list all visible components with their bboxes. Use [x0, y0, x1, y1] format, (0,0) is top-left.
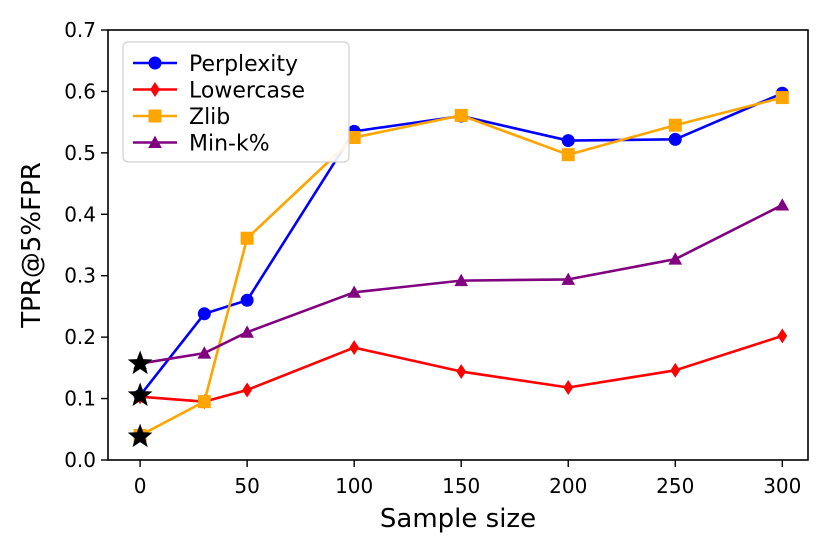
series-line-lowercase — [140, 334, 783, 403]
data-point-lowercase — [349, 340, 360, 356]
data-point-min-k — [347, 285, 362, 298]
legend-label: Perplexity — [189, 52, 298, 77]
y-tick-label: 0.4 — [64, 202, 96, 226]
legend-item-min-k: Min-k% — [133, 132, 270, 157]
data-point-lowercase — [563, 380, 574, 395]
series-min-k — [133, 198, 790, 370]
legend-marker — [150, 82, 160, 97]
x-tick-label: 150 — [442, 474, 480, 498]
x-tick-label: 100 — [335, 474, 373, 498]
data-point-perplexity — [197, 307, 211, 321]
y-tick-label: 0.3 — [64, 264, 96, 288]
data-point-zlib — [240, 231, 254, 245]
data-point-lowercase — [670, 362, 681, 378]
data-point-zlib — [197, 395, 211, 409]
legend-item-perplexity: Perplexity — [133, 52, 298, 77]
data-point-lowercase — [456, 364, 467, 380]
star-marker — [127, 350, 153, 375]
legend-marker — [148, 56, 162, 70]
star-marker — [127, 423, 153, 448]
y-tick-label: 0.1 — [64, 387, 96, 411]
legend-label: Lowercase — [189, 79, 305, 104]
legend-frame — [122, 41, 350, 163]
series-line-zlib — [139, 96, 783, 437]
data-point-zlib — [454, 108, 468, 122]
data-point-lowercase — [777, 328, 788, 344]
data-point-zlib — [347, 131, 361, 144]
legend-label: Zlib — [189, 105, 230, 130]
data-point-perplexity — [240, 293, 254, 307]
plot-frame — [107, 29, 809, 461]
y-tick-label: 0.7 — [64, 18, 96, 42]
data-point-min-k — [197, 346, 212, 359]
legend-marker — [148, 135, 162, 148]
data-point-perplexity — [561, 134, 575, 148]
legend-item-zlib: Zlib — [133, 105, 230, 130]
x-tick-label: 50 — [234, 474, 259, 498]
y-tick-label: 0.0 — [64, 448, 96, 472]
data-point-min-k — [240, 325, 254, 338]
series-line-min-k — [139, 203, 783, 365]
axis-ticks: 0 50 100 150 200 250 300 0.0 0.1 0.2 0.3 0.4 0.5 0.6 0… — [64, 18, 801, 498]
data-point-min-k — [454, 273, 469, 287]
data-point-zlib — [775, 91, 789, 105]
data-point-min-k — [561, 272, 576, 285]
series-zlib — [133, 91, 789, 442]
x-tick-label: 0 — [134, 474, 147, 498]
x-tick-label: 200 — [549, 474, 587, 498]
x-axis-label: Sample size — [380, 504, 536, 534]
data-point-min-k — [775, 198, 790, 211]
data-point-perplexity — [668, 132, 682, 146]
y-tick-label: 0.6 — [64, 79, 96, 103]
y-tick-label: 0.5 — [64, 141, 96, 165]
y-tick-label: 0.2 — [64, 325, 96, 349]
series-line-perplexity — [139, 92, 783, 397]
star-annotations — [127, 350, 153, 448]
legend-marker — [148, 109, 162, 123]
data-point-min-k — [668, 252, 683, 265]
legend-item-lowercase: Lowercase — [133, 79, 305, 104]
legend-label: Min-k% — [189, 132, 270, 157]
y-axis-label: TPR@5%FPR — [17, 162, 47, 329]
data-point-zlib — [561, 148, 575, 162]
data-point-zlib — [668, 118, 682, 132]
x-tick-label: 300 — [763, 474, 801, 498]
x-tick-label: 250 — [656, 474, 694, 498]
star-marker — [127, 382, 153, 407]
data-point-lowercase — [242, 382, 253, 398]
